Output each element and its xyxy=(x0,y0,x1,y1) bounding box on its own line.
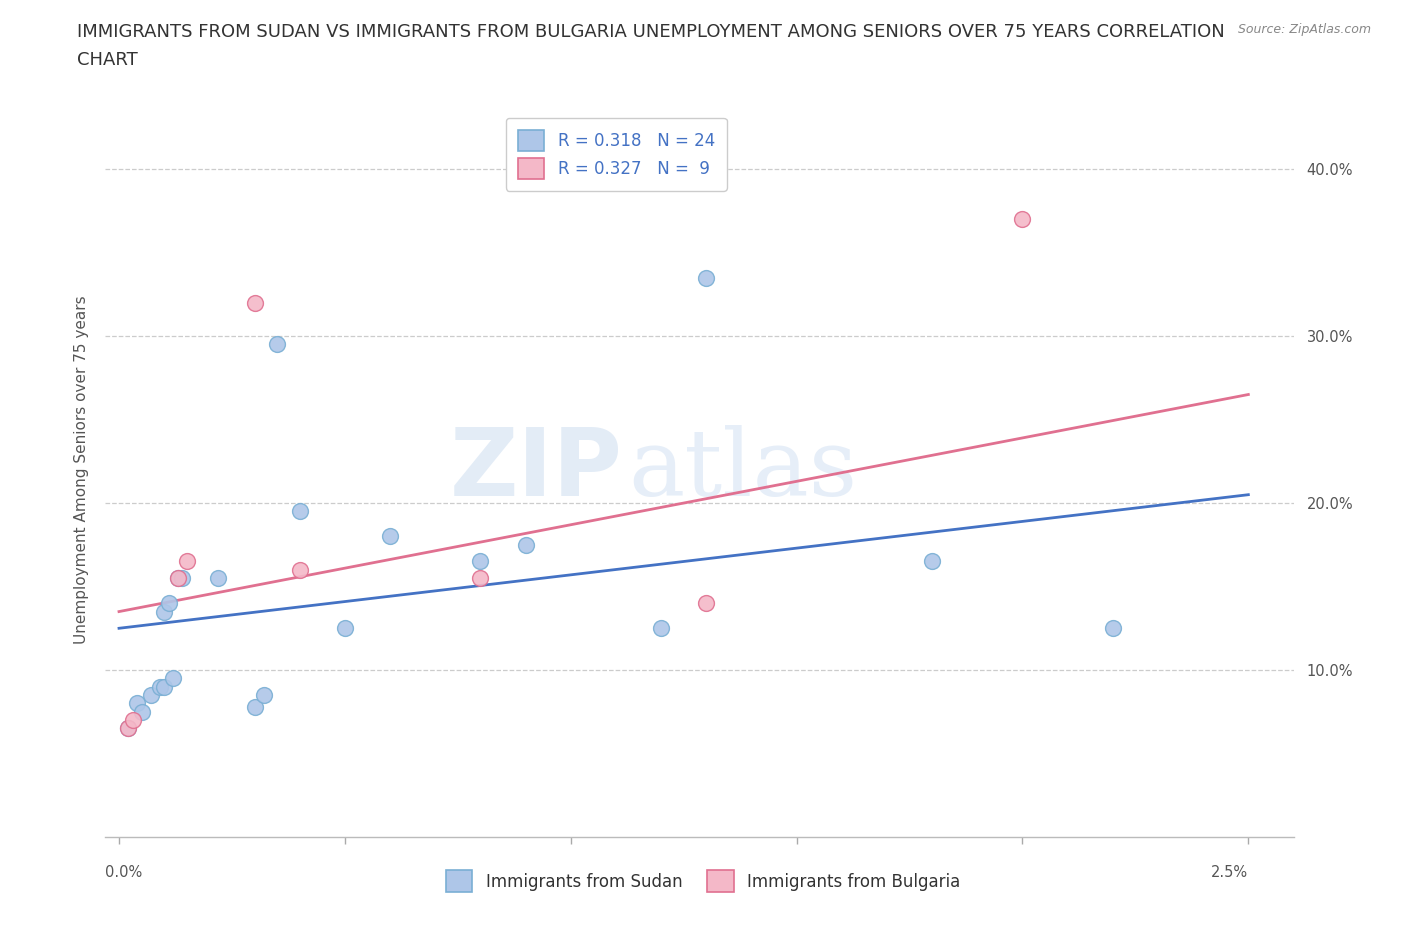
Point xyxy=(288,504,311,519)
Point xyxy=(921,554,943,569)
Point xyxy=(243,699,266,714)
Point xyxy=(157,596,180,611)
Text: CHART: CHART xyxy=(77,51,138,69)
Point xyxy=(470,554,492,569)
Text: 2.5%: 2.5% xyxy=(1211,865,1249,880)
Point xyxy=(288,563,311,578)
Point xyxy=(695,596,717,611)
Point xyxy=(266,337,288,352)
Point xyxy=(166,571,188,586)
Point xyxy=(117,721,139,736)
Point xyxy=(153,679,176,694)
Text: Source: ZipAtlas.com: Source: ZipAtlas.com xyxy=(1237,23,1371,36)
Text: 0.0%: 0.0% xyxy=(105,865,142,880)
Point xyxy=(243,295,266,310)
Point xyxy=(207,571,229,586)
Point xyxy=(1011,212,1033,227)
Point xyxy=(172,571,194,586)
Point xyxy=(1101,621,1123,636)
Point xyxy=(252,687,274,702)
Point xyxy=(139,687,162,702)
Point xyxy=(695,271,717,286)
Point xyxy=(121,712,143,727)
Point xyxy=(166,571,188,586)
Point xyxy=(650,621,672,636)
Point xyxy=(153,604,176,619)
Point xyxy=(162,671,184,685)
Point xyxy=(515,538,537,552)
Point xyxy=(333,621,356,636)
Point xyxy=(149,679,172,694)
Legend: Immigrants from Sudan, Immigrants from Bulgaria: Immigrants from Sudan, Immigrants from B… xyxy=(439,864,967,898)
Point xyxy=(378,529,401,544)
Text: IMMIGRANTS FROM SUDAN VS IMMIGRANTS FROM BULGARIA UNEMPLOYMENT AMONG SENIORS OVE: IMMIGRANTS FROM SUDAN VS IMMIGRANTS FROM… xyxy=(77,23,1225,41)
Text: atlas: atlas xyxy=(628,425,858,514)
Point xyxy=(117,721,139,736)
Y-axis label: Unemployment Among Seniors over 75 years: Unemployment Among Seniors over 75 years xyxy=(73,296,89,644)
Text: ZIP: ZIP xyxy=(450,424,623,515)
Legend: R = 0.318   N = 24, R = 0.327   N =  9: R = 0.318 N = 24, R = 0.327 N = 9 xyxy=(506,118,727,191)
Point xyxy=(125,696,148,711)
Point xyxy=(470,571,492,586)
Point xyxy=(131,704,153,719)
Point xyxy=(176,554,198,569)
